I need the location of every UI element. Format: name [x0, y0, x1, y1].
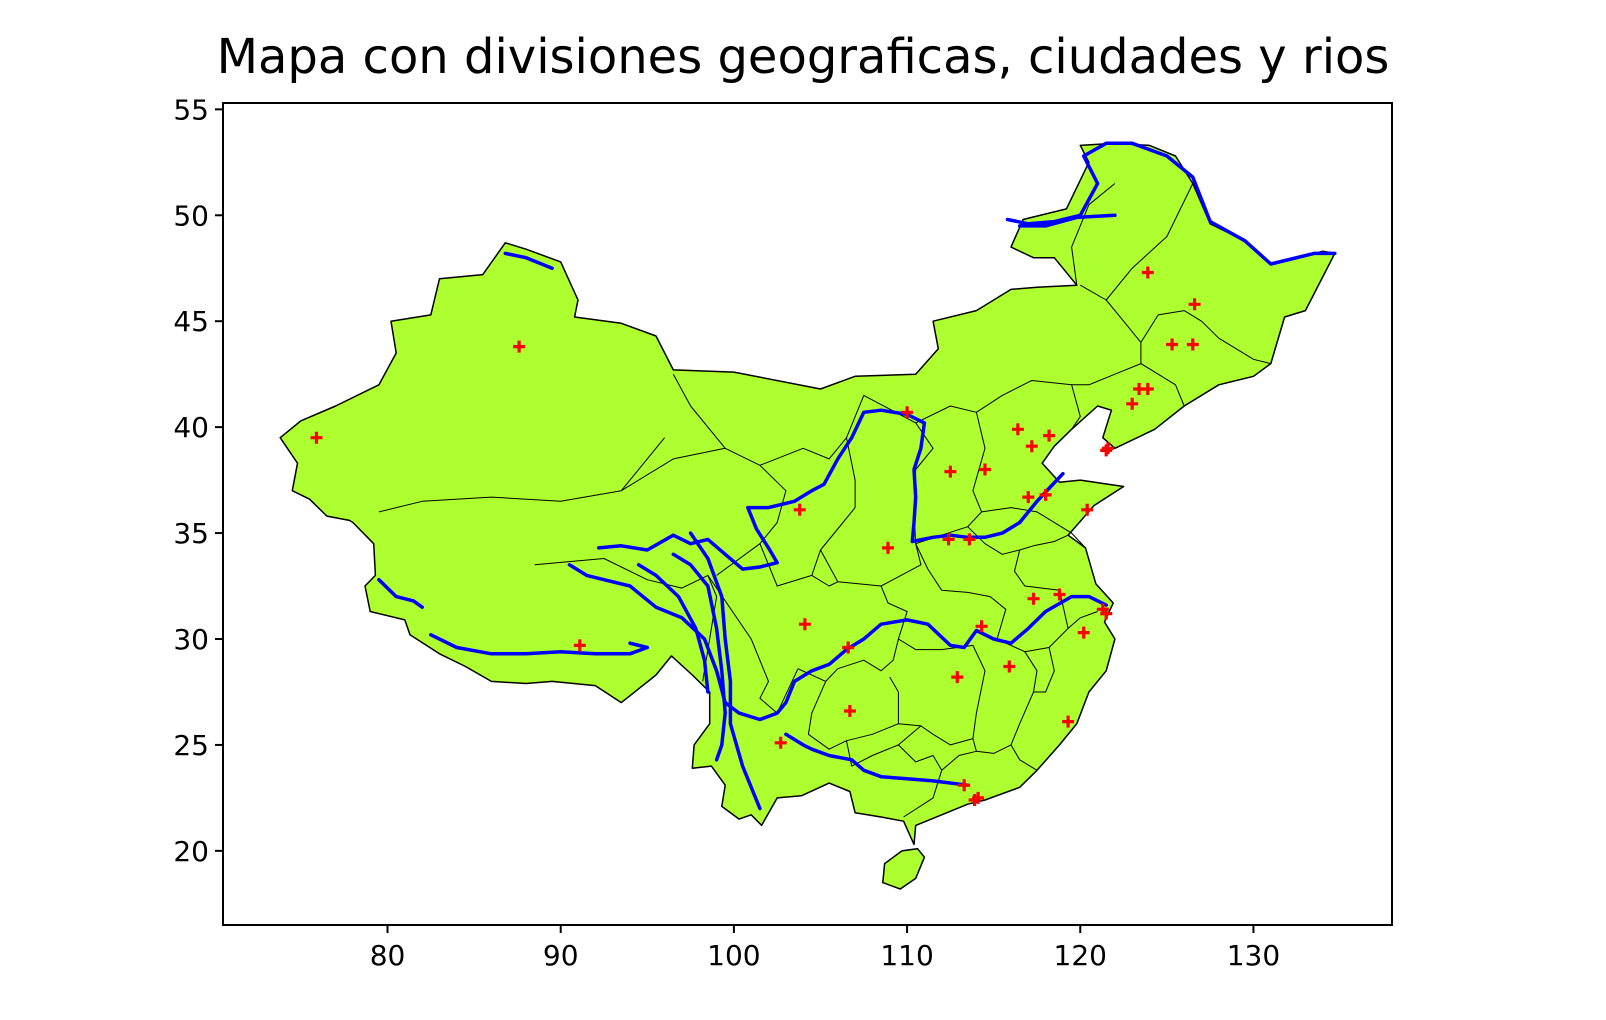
river-line — [597, 408, 1065, 571]
map-title: Mapa con divisiones geograficas, ciudade… — [217, 29, 1390, 85]
y-tick-label: 45 — [173, 305, 209, 338]
province-border — [759, 437, 856, 587]
axes-frame — [222, 102, 1393, 926]
city-marker — [1011, 423, 1024, 436]
province-border — [898, 638, 986, 746]
x-tick-label: 110 — [880, 939, 933, 972]
city-marker — [1166, 338, 1179, 351]
city-marker — [1027, 592, 1040, 605]
river-line — [784, 732, 970, 787]
province-border — [1105, 183, 1194, 301]
province-border — [1071, 183, 1116, 286]
province-border — [846, 725, 922, 767]
x-tick-label: 130 — [1227, 939, 1280, 972]
city-marker — [1003, 660, 1016, 673]
x-axis: 80 90 100 110 120 130 — [370, 925, 1280, 972]
x-tick-label: 100 — [707, 939, 760, 972]
river-line — [1017, 213, 1117, 228]
y-tick-label: 20 — [173, 835, 209, 868]
city-marker — [968, 794, 981, 806]
river-layer — [377, 141, 1337, 811]
city-marker — [1025, 440, 1038, 453]
city-marker — [842, 641, 855, 654]
province-border — [976, 380, 1081, 430]
province-border — [981, 507, 1086, 549]
city-marker — [573, 639, 586, 652]
city-marker — [1102, 442, 1114, 455]
city-marker — [1100, 444, 1113, 457]
province-border — [811, 574, 839, 587]
river-line — [636, 563, 710, 694]
city-marker — [944, 465, 957, 478]
city-marker — [843, 705, 856, 717]
province-border — [1071, 284, 1142, 386]
x-tick-label: 90 — [543, 939, 579, 972]
province-border — [378, 437, 665, 513]
city-marker — [1141, 266, 1154, 279]
city-markers — [310, 266, 1201, 806]
river-line — [671, 552, 727, 762]
river-line — [429, 633, 650, 656]
city-marker — [901, 406, 914, 419]
y-tick-label: 50 — [173, 199, 209, 232]
province-border — [1140, 310, 1271, 365]
city-marker — [1022, 491, 1035, 504]
city-marker — [1081, 503, 1094, 516]
province-border — [1010, 744, 1038, 771]
province-border — [797, 585, 908, 682]
river-line — [567, 563, 1108, 722]
city-marker — [1186, 338, 1199, 351]
province-border — [1033, 647, 1055, 693]
province-border — [1140, 363, 1185, 407]
city-marker — [1141, 383, 1154, 395]
province-border — [898, 744, 943, 818]
river-line — [688, 531, 762, 811]
city-marker — [1039, 488, 1052, 501]
x-tick-label: 80 — [370, 939, 406, 972]
province-border — [941, 750, 977, 771]
city-marker — [1188, 298, 1201, 311]
y-tick-label: 35 — [173, 517, 209, 550]
city-marker — [958, 779, 971, 792]
island-landmass — [881, 847, 926, 890]
y-axis: 20 25 30 35 40 45 50 55 — [173, 93, 223, 868]
city-marker — [1077, 626, 1090, 639]
province-border — [672, 373, 726, 449]
x-tick-label: 120 — [1054, 939, 1107, 972]
city-marker — [793, 503, 806, 516]
city-marker — [942, 533, 955, 546]
city-marker — [1096, 603, 1109, 616]
province-border — [707, 575, 799, 714]
city-marker — [951, 671, 964, 684]
river-line — [377, 577, 424, 609]
y-tick-label: 25 — [173, 729, 209, 762]
city-marker — [882, 541, 894, 554]
y-tick-label: 55 — [173, 93, 209, 126]
map-plot-area — [279, 141, 1337, 890]
city-marker — [310, 431, 323, 444]
city-marker — [774, 736, 787, 749]
y-tick-label: 30 — [173, 623, 209, 656]
city-marker — [1126, 397, 1139, 410]
city-marker — [1043, 429, 1056, 442]
y-tick-label: 40 — [173, 411, 209, 444]
city-marker — [975, 620, 988, 633]
province-border — [972, 651, 1038, 754]
province-border — [915, 405, 986, 545]
city-marker — [798, 618, 811, 631]
city-marker — [1062, 715, 1075, 728]
province-border — [534, 558, 718, 682]
city-marker — [979, 463, 991, 476]
city-marker — [963, 533, 976, 546]
city-marker — [513, 340, 526, 353]
city-marker — [1053, 588, 1066, 601]
river-line — [503, 251, 554, 270]
